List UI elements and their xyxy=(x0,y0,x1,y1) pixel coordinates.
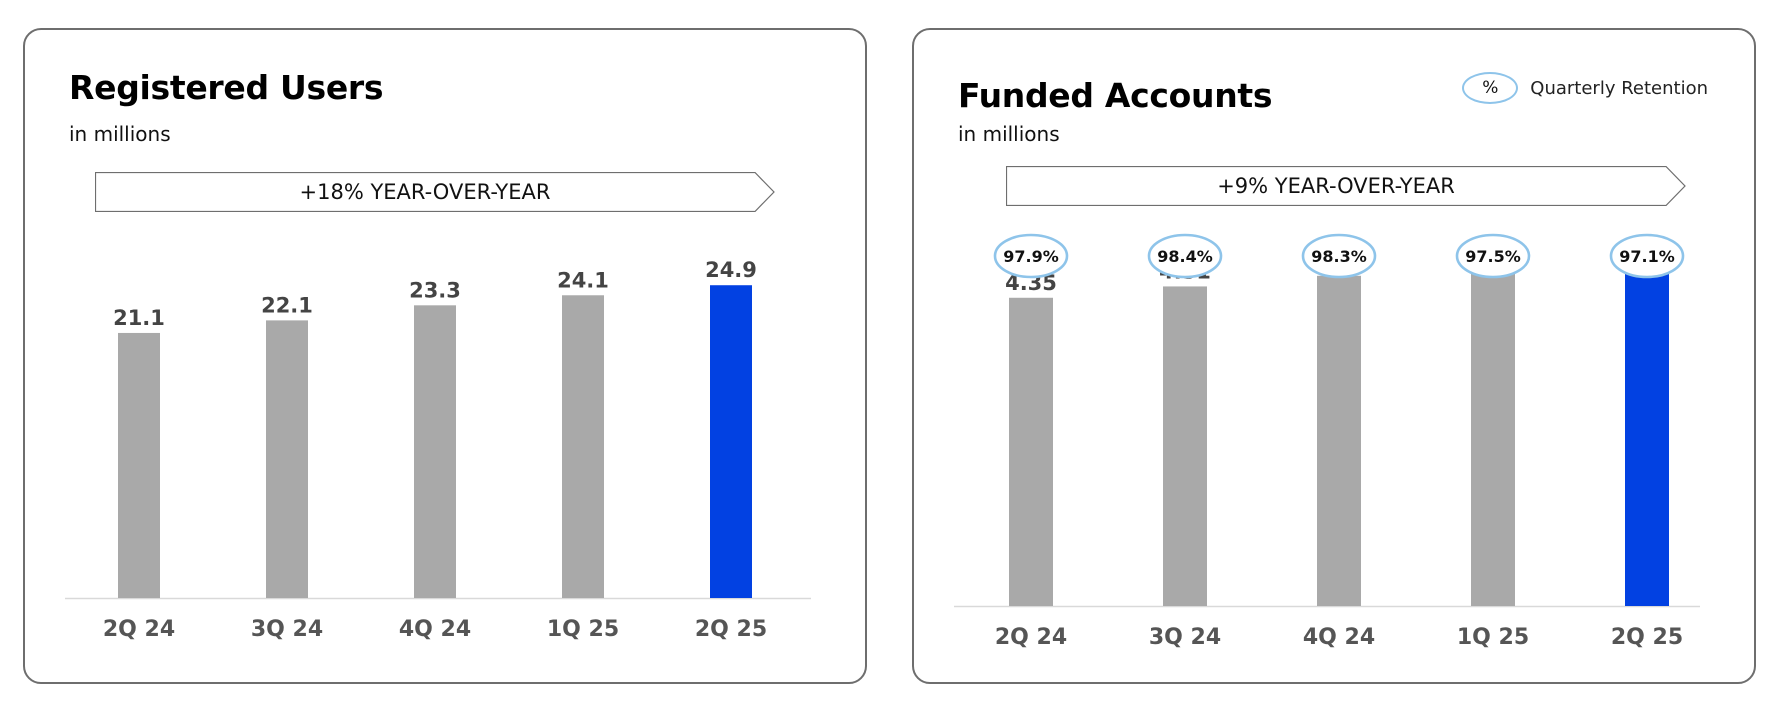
bar-2q-25 xyxy=(1625,270,1669,606)
bar-3q-24 xyxy=(266,320,308,598)
retention-ring xyxy=(1455,233,1531,279)
registered-users-growth-banner: +18% YEAR-OVER-YEAR xyxy=(95,172,775,212)
funded-accounts-growth-label: +9% YEAR-OVER-YEAR xyxy=(1217,174,1455,198)
registered-users-panel: Registered Users in millions +18% YEAR-O… xyxy=(23,28,867,684)
data-label: 24.1 xyxy=(557,268,609,292)
retention-legend: % Quarterly Retention xyxy=(1462,70,1708,106)
x-tick-label: 2Q 25 xyxy=(695,617,767,642)
bar-2q-25 xyxy=(710,285,752,598)
data-label: 21.1 xyxy=(113,306,165,330)
x-tick-label: 1Q 25 xyxy=(1457,625,1529,650)
data-label: 24.9 xyxy=(705,258,757,282)
funded-accounts-growth-banner: +9% YEAR-OVER-YEAR xyxy=(1006,166,1686,206)
data-label: 22.1 xyxy=(261,293,313,317)
retention-ring xyxy=(1609,233,1685,279)
x-tick-label: 3Q 24 xyxy=(1149,625,1221,650)
x-tick-label: 4Q 24 xyxy=(399,617,471,642)
growth-arrow-shape xyxy=(95,172,775,212)
registered-users-growth-label: +18% YEAR-OVER-YEAR xyxy=(299,180,551,204)
x-tick-label: 1Q 25 xyxy=(547,617,619,642)
registered-users-title: Registered Users xyxy=(69,68,384,107)
retention-label: 98.4% xyxy=(1157,247,1213,266)
bar-4q-24 xyxy=(1317,275,1361,606)
bar-3q-24 xyxy=(1163,286,1207,606)
bar-4q-24 xyxy=(414,305,456,598)
retention-label: 97.5% xyxy=(1465,247,1521,266)
x-tick-label: 2Q 25 xyxy=(1611,625,1683,650)
x-tick-label: 4Q 24 xyxy=(1303,625,1375,650)
funded-accounts-panel: Funded Accounts in millions % Quarterly … xyxy=(912,28,1756,684)
bar-1q-25 xyxy=(1471,271,1515,606)
bar-1q-25 xyxy=(562,295,604,598)
bar-2q-24 xyxy=(118,332,160,598)
x-tick-label: 2Q 24 xyxy=(995,625,1067,650)
funded-accounts-subtitle: in millions xyxy=(958,122,1060,146)
funded-accounts-title: Funded Accounts xyxy=(958,76,1273,115)
retention-label: 97.1% xyxy=(1619,247,1675,266)
data-label: 23.3 xyxy=(409,278,461,302)
growth-arrow-shape xyxy=(1006,166,1686,206)
retention-label: 97.9% xyxy=(1003,247,1059,266)
retention-ring xyxy=(1147,233,1223,279)
retention-legend-label: Quarterly Retention xyxy=(1530,77,1708,99)
registered-users-bar-chart: 21.1 2Q 24 22.1 3Q 24 23.3 4Q 24 24.1 1Q 25 24.9… xyxy=(65,258,811,642)
retention-ring xyxy=(1301,233,1377,279)
registered-users-plot: 21.1 2Q 24 22.1 3Q 24 23.3 4Q 24 24.1 1Q 25 24.9… xyxy=(65,240,811,660)
x-tick-label: 2Q 24 xyxy=(103,617,175,642)
bar-2q-24 xyxy=(1009,297,1053,606)
x-tick-label: 3Q 24 xyxy=(251,617,323,642)
retention-ring xyxy=(993,233,1069,279)
retention-legend-symbol: % xyxy=(1462,72,1519,104)
registered-users-subtitle: in millions xyxy=(69,122,171,146)
retention-label: 98.3% xyxy=(1311,247,1367,266)
